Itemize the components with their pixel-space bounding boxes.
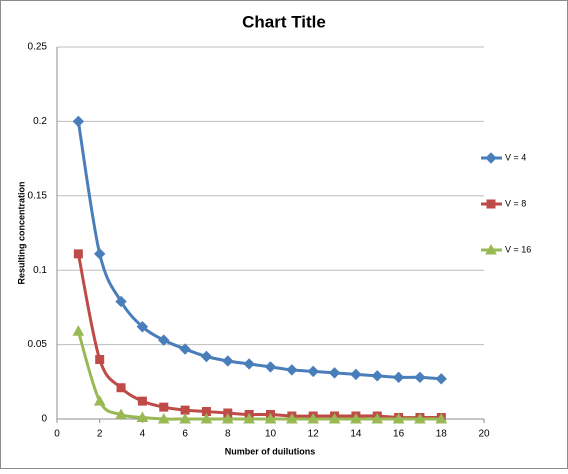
marker [72,115,85,128]
marker [243,358,255,370]
marker [392,412,405,424]
y-tick-label: 0.1 [33,265,47,276]
marker [307,365,319,378]
x-tick-label: 12 [308,429,320,440]
marker [286,412,298,424]
marker [264,412,277,424]
marker [328,367,341,379]
marker [328,412,341,424]
x-tick-label: 2 [97,429,103,440]
marker [392,371,405,384]
y-tick-label: 0.15 [28,190,48,201]
x-tick-label: 16 [393,429,405,440]
marker [350,412,362,424]
marker [486,199,496,209]
marker [371,370,383,382]
marker [435,412,448,424]
x-axis-label: Number of duilutions [225,446,316,456]
x-tick-label: 10 [265,429,277,440]
x-tick-label: 8 [225,429,231,440]
marker [73,249,83,259]
x-tick-label: 14 [350,429,362,440]
y-tick-label: 0.05 [28,339,48,350]
marker [243,412,255,424]
marker [414,371,426,384]
marker [179,412,191,424]
y-axis-label: Resulting concentration [16,181,26,284]
y-tick-label: 0.25 [28,42,48,53]
marker [115,295,127,308]
marker [201,407,211,417]
marker [222,355,234,367]
marker [307,412,320,424]
legend-label: V = 4 [505,152,526,162]
marker [435,373,448,385]
x-tick-label: 4 [140,429,146,440]
marker [95,354,105,364]
marker [136,411,149,423]
marker [485,243,497,255]
x-tick-label: 20 [478,429,490,440]
marker [179,343,191,355]
marker [200,412,213,424]
marker [485,152,497,164]
marker [286,364,298,376]
x-tick-label: 18 [436,429,448,440]
x-tick-label: 0 [54,429,60,440]
marker [72,325,85,336]
marker [93,248,106,260]
marker [158,334,170,346]
marker [414,412,426,424]
marker [116,383,126,393]
y-tick-label: 0.2 [33,116,47,127]
x-tick-label: 6 [182,429,188,440]
legend-label: V = 16 [505,244,531,254]
marker [180,405,190,415]
marker [264,361,277,373]
marker [200,350,213,363]
marker [157,412,170,424]
marker [136,321,149,333]
marker [350,368,362,381]
marker [159,402,169,412]
chart-title: Chart Title [242,12,326,31]
marker [137,396,147,406]
marker [93,395,106,406]
marker [115,408,127,420]
marker [371,412,384,424]
legend-label: V = 8 [505,198,526,208]
marker [221,412,234,424]
y-tick-label: 0 [41,414,47,425]
